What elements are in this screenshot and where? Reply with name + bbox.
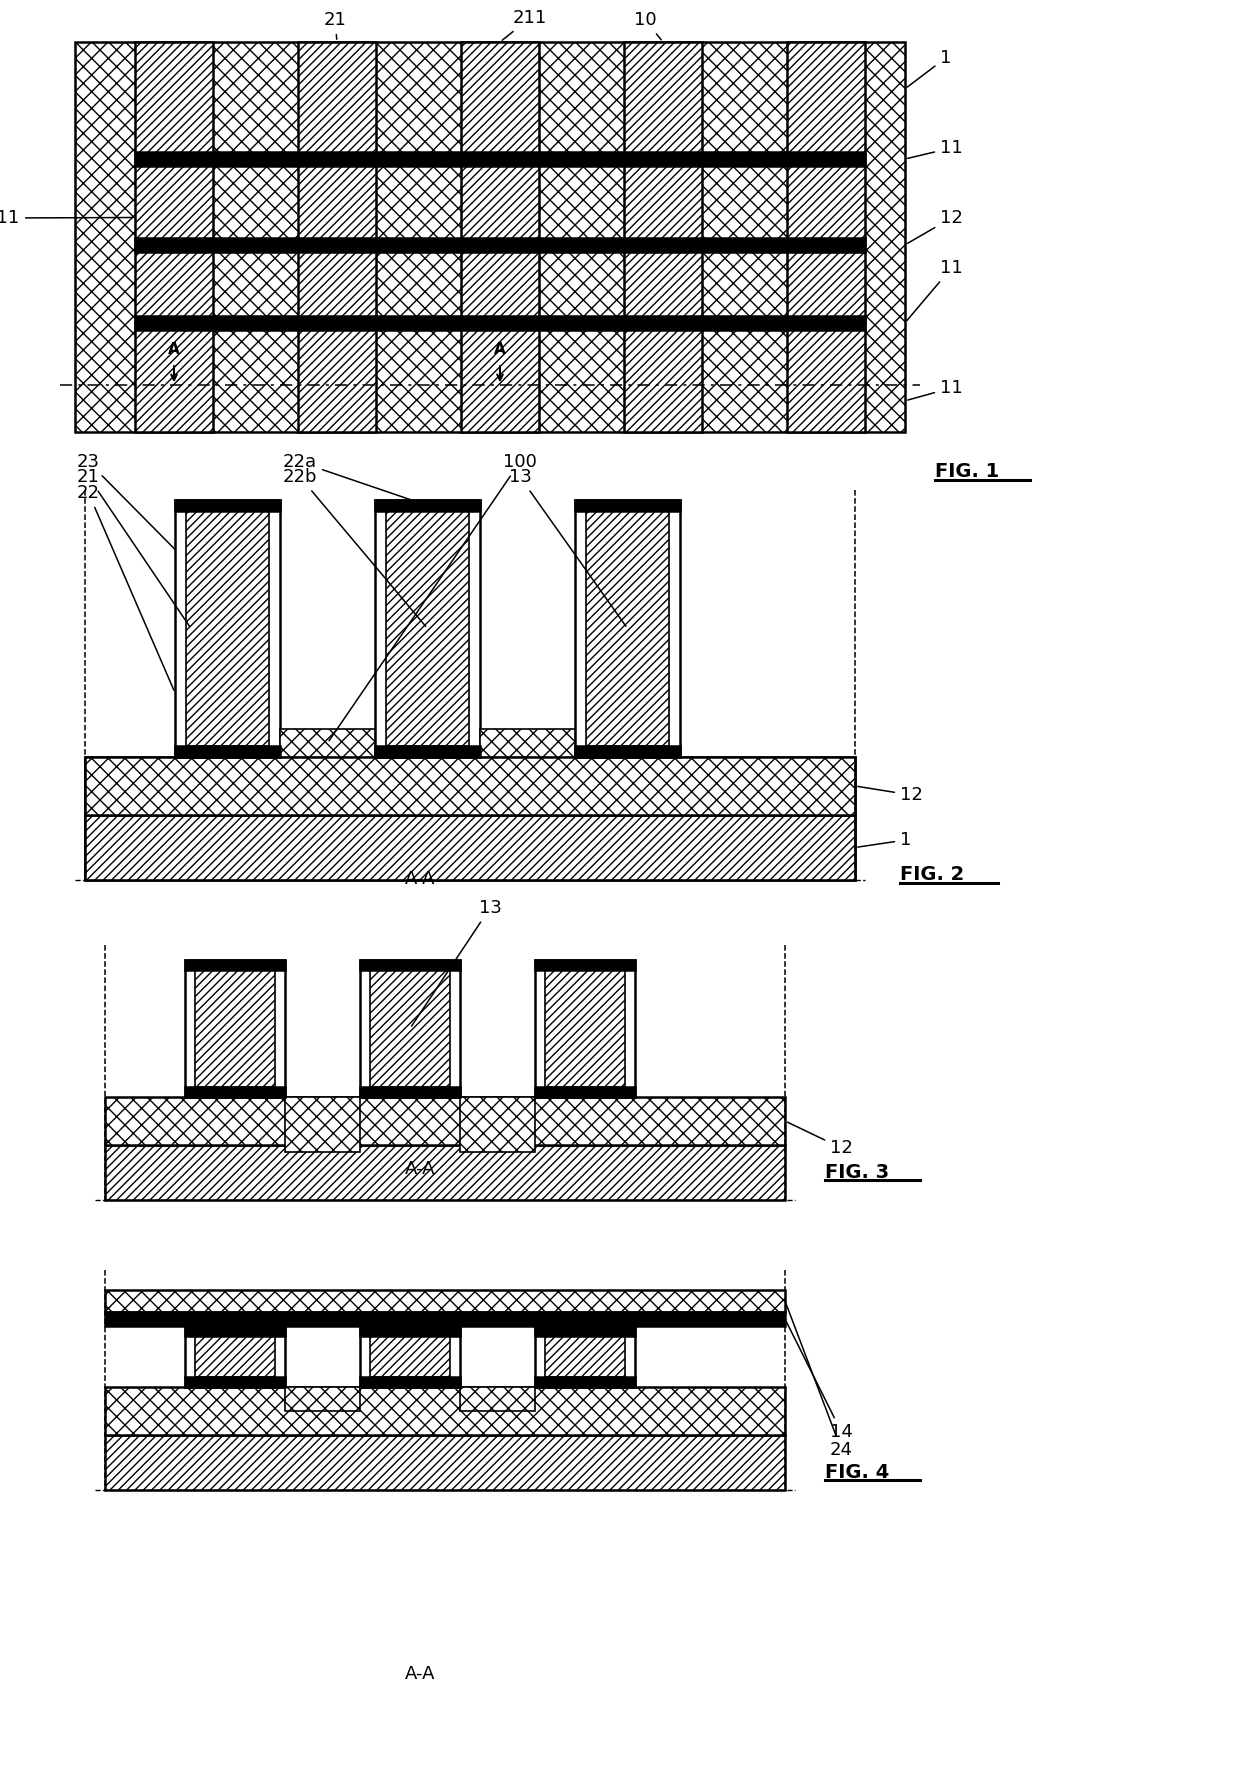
- Text: A-A: A-A: [404, 1665, 435, 1683]
- Bar: [575, 746, 680, 756]
- Text: 11: 11: [906, 259, 962, 320]
- Bar: [534, 960, 635, 1098]
- Text: FIG. 2: FIG. 2: [900, 865, 965, 883]
- Bar: [86, 756, 856, 815]
- Text: A-A: A-A: [404, 871, 435, 889]
- Text: 23: 23: [77, 452, 175, 549]
- Bar: [546, 1336, 625, 1377]
- Bar: [370, 971, 450, 1087]
- Bar: [185, 1087, 285, 1098]
- Bar: [105, 1144, 785, 1200]
- Text: 24: 24: [786, 1303, 853, 1459]
- Bar: [461, 41, 539, 433]
- Text: 1: 1: [908, 48, 951, 88]
- Bar: [374, 501, 480, 756]
- Bar: [105, 1098, 785, 1144]
- Text: 22b: 22b: [283, 468, 425, 626]
- Bar: [460, 1098, 534, 1151]
- Bar: [587, 511, 670, 746]
- Bar: [460, 1387, 534, 1411]
- Text: 21: 21: [324, 11, 346, 39]
- Bar: [787, 41, 866, 433]
- Bar: [370, 1336, 450, 1377]
- Text: FIG. 4: FIG. 4: [825, 1463, 889, 1482]
- Bar: [135, 238, 866, 252]
- Bar: [135, 41, 213, 433]
- Bar: [105, 1387, 785, 1436]
- Bar: [360, 1087, 460, 1098]
- Bar: [186, 511, 269, 746]
- Bar: [575, 501, 680, 511]
- Bar: [105, 1312, 785, 1327]
- Bar: [185, 1327, 285, 1387]
- Text: 211: 211: [0, 209, 133, 227]
- Bar: [386, 511, 469, 746]
- Text: 211: 211: [502, 9, 547, 41]
- Bar: [105, 1289, 785, 1312]
- Text: 14: 14: [786, 1321, 853, 1441]
- Bar: [575, 501, 680, 756]
- Bar: [360, 1327, 460, 1387]
- Text: A: A: [169, 342, 180, 358]
- Text: A: A: [494, 342, 506, 358]
- Bar: [298, 41, 376, 433]
- Bar: [360, 960, 460, 971]
- Bar: [195, 971, 275, 1087]
- Text: 12: 12: [858, 787, 923, 805]
- Bar: [374, 746, 480, 756]
- Bar: [175, 501, 280, 511]
- Bar: [74, 41, 905, 433]
- Text: 10: 10: [634, 11, 661, 39]
- Text: 12: 12: [908, 209, 963, 243]
- Bar: [624, 41, 702, 433]
- Text: 13: 13: [412, 899, 501, 1026]
- Bar: [534, 1087, 635, 1098]
- Bar: [360, 960, 460, 1098]
- Bar: [280, 730, 374, 756]
- Text: FIG. 3: FIG. 3: [825, 1162, 889, 1182]
- Text: 11: 11: [908, 379, 962, 401]
- Bar: [185, 1327, 285, 1336]
- Bar: [105, 1436, 785, 1489]
- Bar: [86, 756, 856, 815]
- Text: 12: 12: [787, 1123, 853, 1157]
- Text: 1: 1: [858, 831, 911, 849]
- Bar: [360, 1377, 460, 1387]
- Text: 11: 11: [908, 139, 962, 159]
- Text: 100: 100: [329, 452, 537, 740]
- Bar: [185, 960, 285, 971]
- Bar: [135, 316, 866, 329]
- Bar: [534, 1327, 635, 1336]
- Text: A-A: A-A: [404, 1160, 435, 1178]
- Bar: [185, 960, 285, 1098]
- Bar: [195, 1336, 275, 1377]
- Bar: [135, 152, 866, 166]
- Text: FIG. 1: FIG. 1: [935, 461, 999, 481]
- Bar: [546, 971, 625, 1087]
- Text: 22: 22: [77, 485, 174, 690]
- Bar: [175, 501, 280, 756]
- Bar: [374, 501, 480, 511]
- Bar: [285, 1387, 360, 1411]
- Bar: [175, 746, 280, 756]
- Bar: [86, 815, 856, 880]
- Text: 13: 13: [508, 468, 626, 626]
- Text: 21: 21: [77, 468, 190, 626]
- Bar: [534, 1327, 635, 1387]
- Bar: [86, 815, 856, 880]
- Bar: [534, 1377, 635, 1387]
- Bar: [534, 960, 635, 971]
- Bar: [285, 1098, 360, 1151]
- Text: 22a: 22a: [283, 452, 425, 504]
- Bar: [480, 730, 575, 756]
- Bar: [360, 1327, 460, 1336]
- Bar: [185, 1377, 285, 1387]
